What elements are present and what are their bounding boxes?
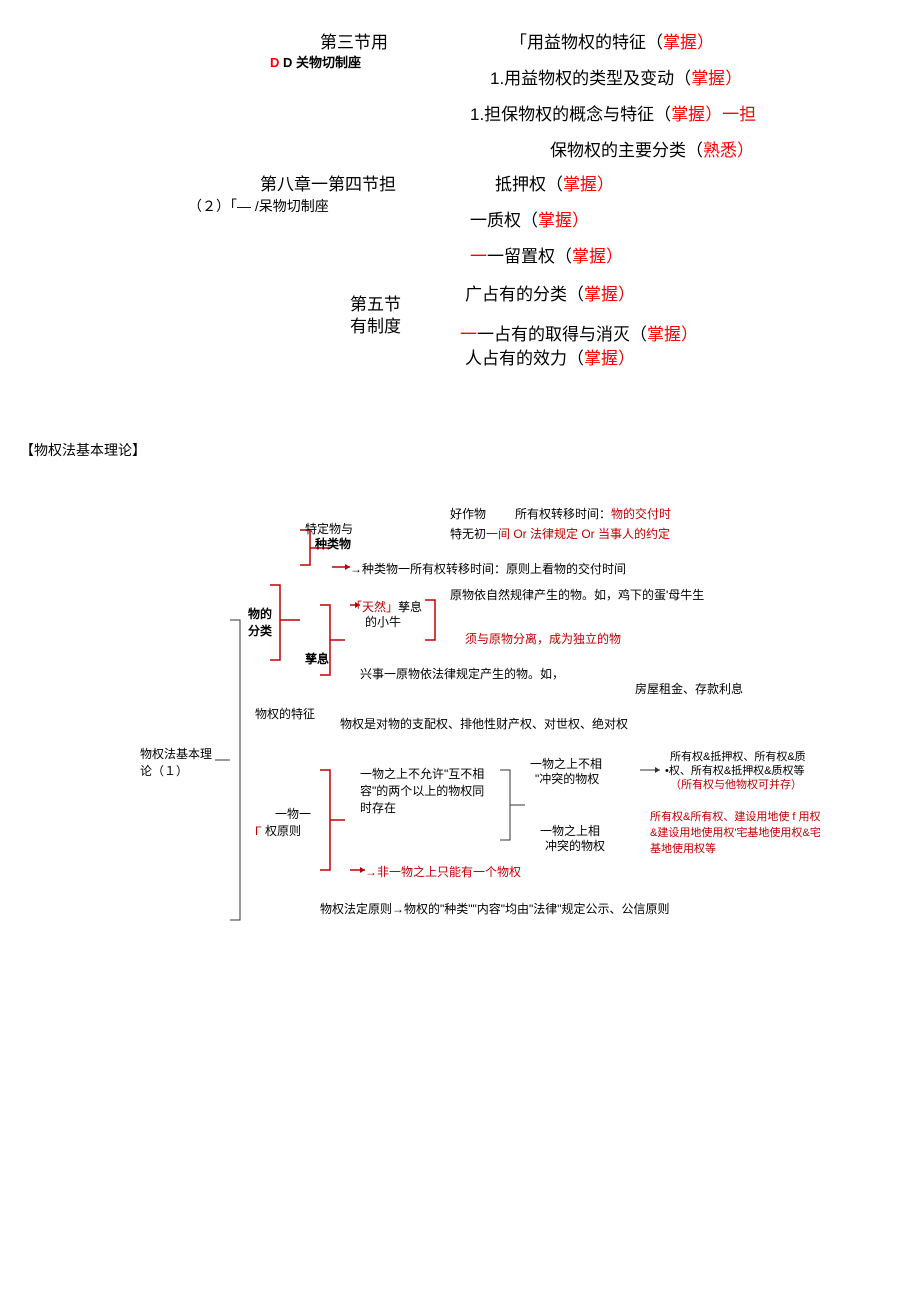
concept-diagram: 物权法基本理论（１） 物的分类 特定物与 种类物 好作物 所有权转移时间：物的交…	[20, 470, 900, 1020]
node-twc: 特无初一间 Or 法律规定 Or 当事人的约定	[450, 525, 670, 542]
node-zx: 孳息	[305, 650, 329, 667]
node-syqzy: 所有权转移时间：物的交付时	[515, 505, 671, 522]
line5: 抵押权（掌握）	[495, 170, 614, 195]
node-feiyiwu: →非一物之上只能有一个物权	[365, 863, 521, 880]
chapter8-sub: （２）「— /呆物切制座	[188, 196, 329, 216]
node-xct-b: 冲突的物权	[545, 837, 605, 854]
line7: 一一留置权（掌握）	[470, 242, 623, 267]
line10: 人占有的效力（掌握）	[465, 344, 635, 369]
line8: 广占有的分类（掌握）	[465, 280, 635, 305]
node-wqtz: 物权的特征	[255, 705, 315, 722]
node-hzw: 好作物	[450, 505, 486, 522]
section-header: 【物权法基本理论】	[20, 440, 900, 460]
node-xct-ex1: 所有权&所有权、建设用地使 f 用权&建设用地使用权'宅基地使用权&宅基地使用权…	[650, 808, 825, 856]
node-fangzu: 房屋租金、存款利息	[635, 680, 743, 697]
line1: 「用益物权的特征（掌握）	[510, 28, 714, 53]
node-wqfd: 物权法定原则→物权的"种类""内容"均由"法律"规定公示、公信原则	[320, 900, 680, 917]
node-xiaoniu: 的小牛	[365, 613, 401, 630]
chapter8-title: 第八章一第四节担	[260, 170, 396, 195]
node-wufl: 物的分类	[245, 605, 275, 639]
node-yiwuzs-desc: 一物之上不允许"互不相容"的两个以上的物权同时存在	[360, 765, 490, 816]
line4: 保物权的主要分类（熟悉）	[550, 136, 754, 161]
node-xufenli: 须与原物分离，成为独立的物	[465, 630, 621, 647]
line9: 一一占有的取得与消灭（掌握）	[460, 320, 698, 345]
node-bux-b: "冲突的物权	[535, 770, 599, 787]
node-zlw-desc: →种类物一所有权转移时间：原则上看物的交付时间	[350, 560, 626, 577]
section5-sub: 有制度	[350, 312, 401, 337]
section3-title: 第三节用	[320, 28, 388, 53]
node-tianran-desc: 原物依自然规律产生的物。如，鸡下的蛋'母牛生	[450, 586, 704, 603]
node-bux-ex3: （所有权与他物权可并存）	[670, 776, 840, 792]
section3-sub: D D 关物切制座	[270, 52, 361, 71]
node-yiwu: 一物一	[275, 805, 311, 822]
diagram-root: 物权法基本理论（１）	[140, 745, 215, 779]
line2: 1.用益物权的类型及变动（掌握）	[490, 64, 742, 89]
node-wqtz-desc: 物权是对物的支配权、排他性财产权、对世权、绝对权	[340, 715, 628, 732]
top-outline: 第三节用 D D 关物切制座 「用益物权的特征（掌握） 1.用益物权的类型及变动…	[20, 20, 900, 420]
node-quanze: Γ 权原则	[255, 822, 301, 839]
line3: 1.担保物权的概念与特征（掌握）一担	[470, 100, 756, 125]
node-xingshi: 兴事一原物依法律规定产生的物。如，	[360, 665, 564, 682]
node-zlw: 种类物	[315, 535, 351, 552]
line6: 一质权（掌握）	[470, 206, 589, 231]
